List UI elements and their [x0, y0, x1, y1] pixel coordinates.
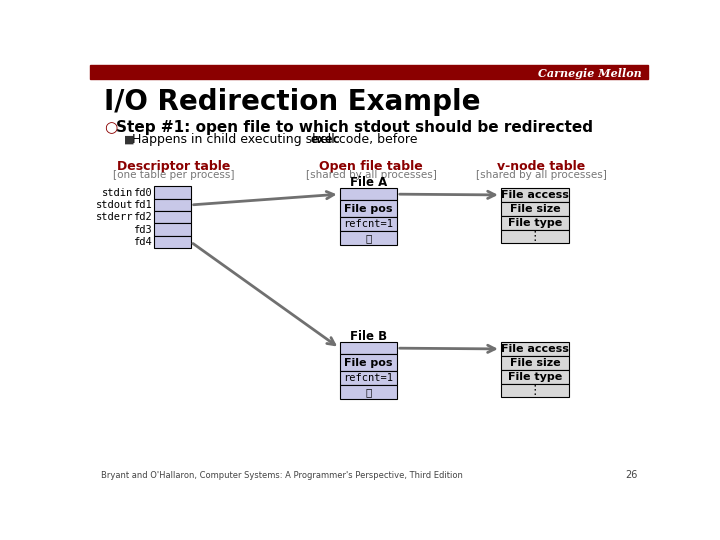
Text: fd3: fd3 [133, 225, 152, 234]
Text: [shared by all processes]: [shared by all processes] [306, 170, 437, 180]
Text: stdout: stdout [96, 200, 133, 210]
Bar [340, 385, 397, 399]
Text: [one table per process]: [one table per process] [113, 170, 235, 180]
Text: fd4: fd4 [133, 237, 152, 247]
Text: File A: File A [350, 176, 387, 189]
Bar [340, 231, 397, 245]
Text: v-node table: v-node table [497, 160, 585, 173]
Text: ⋮: ⋮ [365, 233, 372, 243]
Text: stderr: stderr [96, 212, 133, 222]
Text: Bryant and O'Hallaron, Computer Systems: A Programmer's Perspective, Third Editi: Bryant and O'Hallaron, Computer Systems:… [101, 471, 463, 480]
Text: File access: File access [501, 344, 569, 354]
Bar [500, 383, 569, 397]
Bar [340, 188, 397, 200]
Text: fd0: fd0 [133, 187, 152, 198]
Bar [500, 202, 569, 215]
Text: ○: ○ [104, 120, 117, 136]
Bar [500, 215, 569, 230]
Text: ⋮: ⋮ [528, 230, 541, 243]
Text: Happens in child executing shell code, before: Happens in child executing shell code, b… [132, 133, 421, 146]
Bar [340, 200, 397, 217]
Text: Open file table: Open file table [320, 160, 423, 173]
Bar [500, 356, 569, 370]
Text: fd2: fd2 [133, 212, 152, 222]
Text: refcnt=1: refcnt=1 [343, 219, 393, 229]
Text: Step #1: open file to which stdout should be redirected: Step #1: open file to which stdout shoul… [117, 120, 593, 136]
Text: I/O Redirection Example: I/O Redirection Example [104, 88, 480, 116]
Text: File size: File size [510, 204, 560, 214]
Text: 26: 26 [625, 470, 637, 480]
Text: ⋮: ⋮ [365, 387, 372, 397]
Text: [shared by all processes]: [shared by all processes] [476, 170, 606, 180]
Text: Carnegie Mellon: Carnegie Mellon [538, 68, 642, 79]
Bar [500, 188, 569, 202]
Bar [153, 224, 191, 236]
Text: refcnt=1: refcnt=1 [343, 373, 393, 383]
Bar [153, 211, 191, 224]
Bar [500, 230, 569, 244]
Bar [90, 65, 648, 79]
Bar [500, 370, 569, 383]
Text: File pos: File pos [344, 358, 392, 368]
Bar [340, 217, 397, 231]
Text: ⋮: ⋮ [528, 384, 541, 397]
Text: File access: File access [501, 190, 569, 200]
Bar [500, 342, 569, 356]
Text: File type: File type [508, 218, 562, 228]
Text: fd1: fd1 [133, 200, 152, 210]
Text: File size: File size [510, 358, 560, 368]
Text: File pos: File pos [344, 204, 392, 214]
Bar [340, 354, 397, 372]
Text: ■: ■ [124, 134, 135, 145]
Text: File B: File B [350, 330, 387, 343]
Bar [153, 236, 191, 248]
Text: exec: exec [311, 133, 341, 146]
Bar [340, 342, 397, 354]
Text: File type: File type [508, 372, 562, 382]
Text: stdin: stdin [102, 187, 133, 198]
Bar [153, 186, 191, 199]
Text: Descriptor table: Descriptor table [117, 160, 230, 173]
Bar [340, 372, 397, 385]
Bar [153, 199, 191, 211]
